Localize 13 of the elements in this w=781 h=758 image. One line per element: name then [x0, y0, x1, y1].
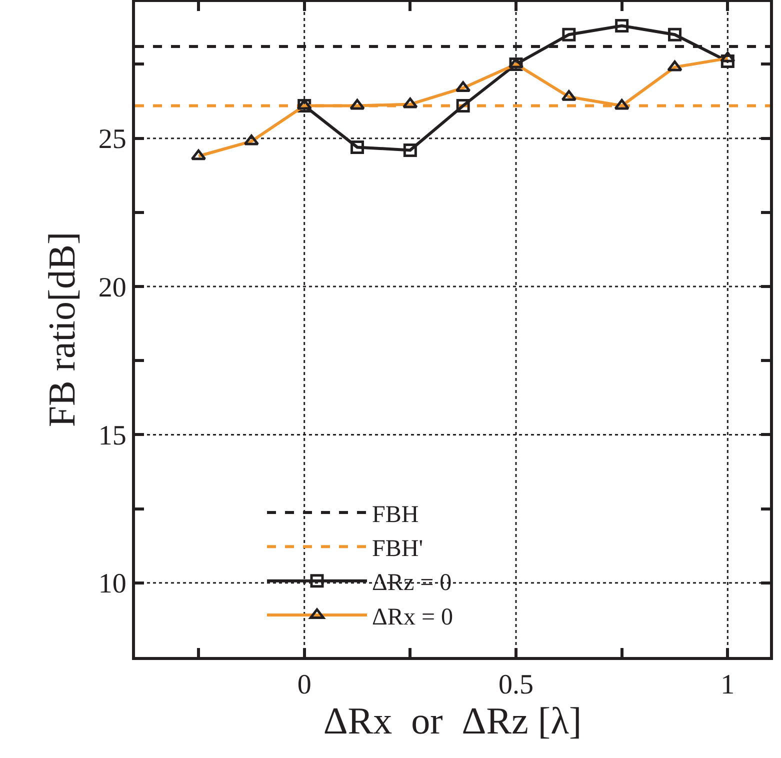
x-tick-label: 1 — [720, 670, 735, 701]
legend-label: ΔRz = 0 — [372, 570, 452, 596]
y-tick-label: 20 — [98, 272, 126, 304]
y-tick-label: 15 — [98, 420, 126, 452]
x-tick-label: 0 — [297, 670, 312, 701]
x-axis-title: ΔRx or ΔRz [λ] — [323, 700, 582, 743]
legend-label: FBH' — [372, 536, 424, 562]
legend-label: ΔRx = 0 — [372, 604, 453, 630]
y-tick-label: 25 — [98, 124, 126, 156]
y-axis-title: FB ratio[dB] — [42, 232, 84, 428]
legend-label: FBH — [372, 502, 419, 528]
x-tick-label: 0.5 — [498, 670, 534, 701]
y-tick-label: 10 — [98, 568, 126, 600]
